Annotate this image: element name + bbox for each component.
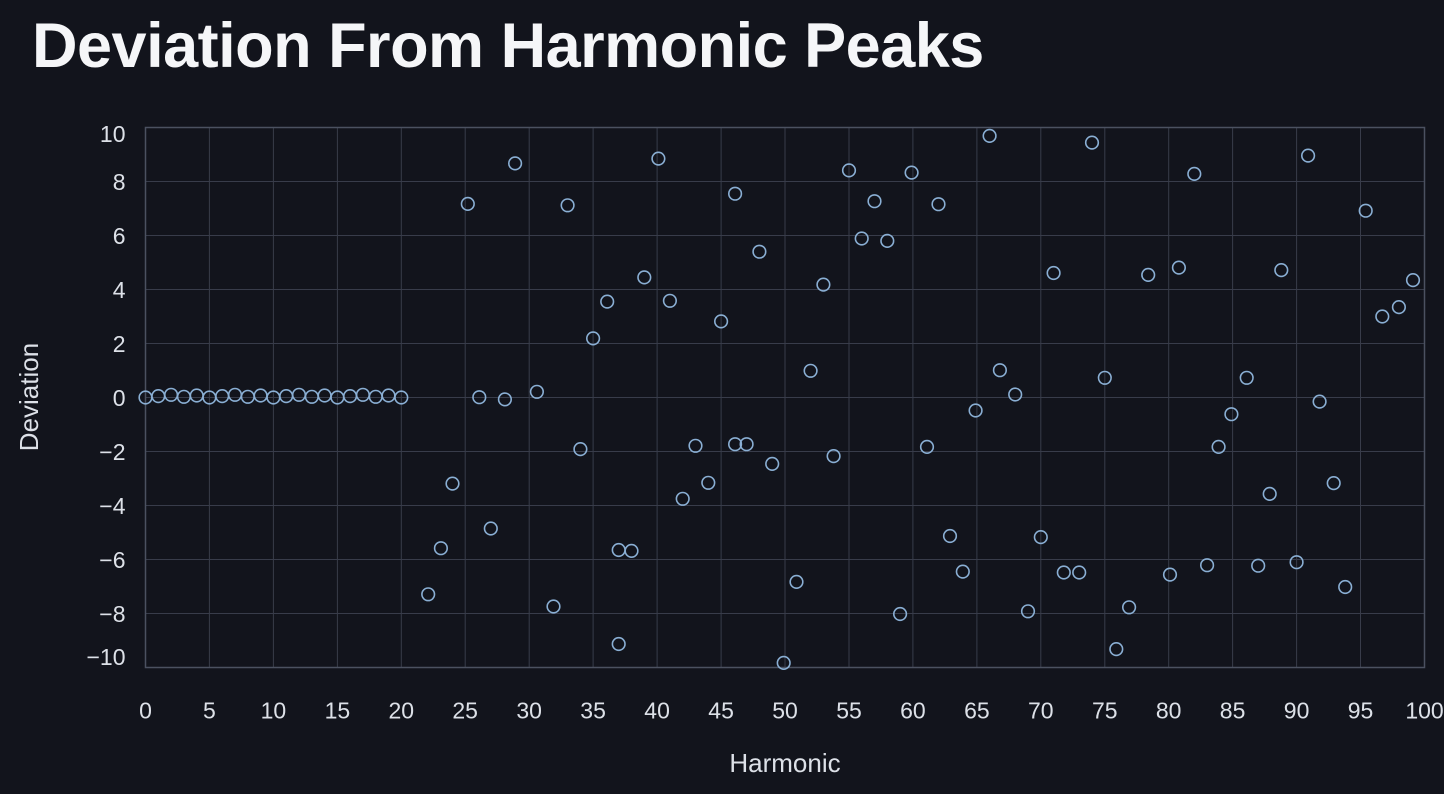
svg-text:10: 10 <box>261 698 287 724</box>
svg-text:100: 100 <box>1405 698 1443 724</box>
svg-text:6: 6 <box>113 223 126 249</box>
svg-text:60: 60 <box>900 698 926 724</box>
svg-text:20: 20 <box>389 698 415 724</box>
svg-text:25: 25 <box>452 698 478 724</box>
svg-text:2: 2 <box>113 331 126 357</box>
svg-text:−6: −6 <box>99 547 125 573</box>
svg-text:55: 55 <box>836 698 862 724</box>
svg-text:−4: −4 <box>99 493 125 519</box>
svg-text:30: 30 <box>516 698 542 724</box>
svg-text:0: 0 <box>139 698 152 724</box>
svg-text:45: 45 <box>708 698 734 724</box>
svg-text:−2: −2 <box>99 439 125 465</box>
svg-text:−8: −8 <box>99 601 125 627</box>
svg-text:70: 70 <box>1028 698 1054 724</box>
svg-text:−10: −10 <box>86 644 125 670</box>
svg-text:50: 50 <box>772 698 798 724</box>
svg-text:0: 0 <box>113 385 126 411</box>
svg-text:75: 75 <box>1092 698 1118 724</box>
svg-text:80: 80 <box>1156 698 1182 724</box>
svg-text:5: 5 <box>203 698 216 724</box>
svg-text:10: 10 <box>100 121 126 147</box>
svg-text:35: 35 <box>580 698 606 724</box>
svg-text:8: 8 <box>113 169 126 195</box>
svg-text:15: 15 <box>325 698 351 724</box>
svg-text:90: 90 <box>1284 698 1310 724</box>
svg-text:85: 85 <box>1220 698 1246 724</box>
svg-text:95: 95 <box>1348 698 1374 724</box>
svg-text:65: 65 <box>964 698 990 724</box>
svg-text:40: 40 <box>644 698 670 724</box>
svg-text:4: 4 <box>113 277 126 303</box>
